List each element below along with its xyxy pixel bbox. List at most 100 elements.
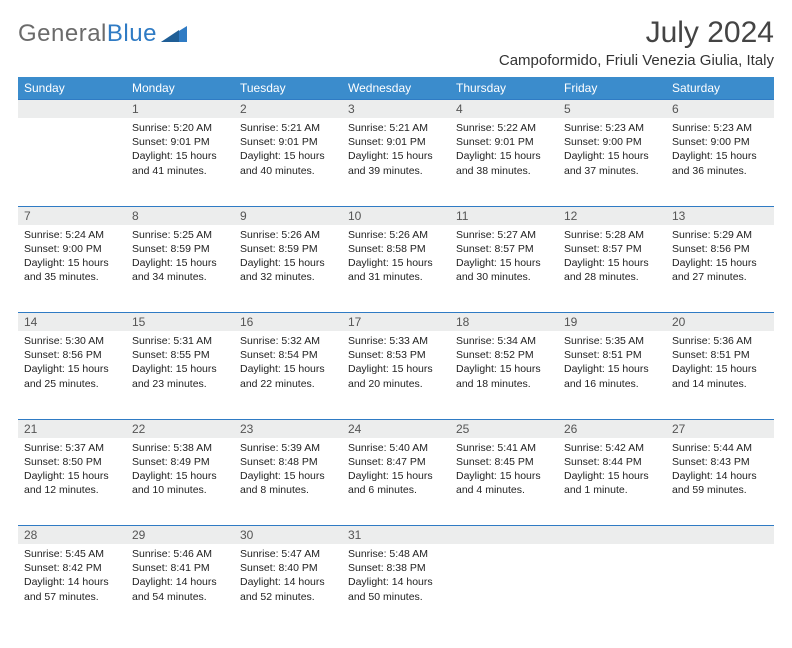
sunset-text: Sunset: 9:01 PM (456, 135, 552, 149)
daylight-text: Daylight: 14 hours and 50 minutes. (348, 575, 444, 603)
daylight-text: Daylight: 15 hours and 27 minutes. (672, 256, 768, 284)
sunset-text: Sunset: 8:56 PM (672, 242, 768, 256)
weekday-header-row: SundayMondayTuesdayWednesdayThursdayFrid… (18, 77, 774, 100)
sunset-text: Sunset: 8:53 PM (348, 348, 444, 362)
day-number-row: 21222324252627 (18, 419, 774, 438)
day-number-cell (558, 526, 666, 545)
day-number-cell: 8 (126, 206, 234, 225)
sunrise-text: Sunrise: 5:30 AM (24, 334, 120, 348)
daylight-text: Daylight: 15 hours and 22 minutes. (240, 362, 336, 390)
weekday-header: Thursday (450, 77, 558, 100)
sunrise-text: Sunrise: 5:41 AM (456, 441, 552, 455)
day-content-cell: Sunrise: 5:36 AMSunset: 8:51 PMDaylight:… (666, 331, 774, 419)
sunset-text: Sunset: 8:48 PM (240, 455, 336, 469)
day-number-cell: 24 (342, 419, 450, 438)
day-content-cell: Sunrise: 5:45 AMSunset: 8:42 PMDaylight:… (18, 544, 126, 632)
location-text: Campoformido, Friuli Venezia Giulia, Ita… (499, 52, 774, 69)
sunset-text: Sunset: 9:00 PM (672, 135, 768, 149)
sunrise-text: Sunrise: 5:34 AM (456, 334, 552, 348)
sunrise-text: Sunrise: 5:46 AM (132, 547, 228, 561)
daylight-text: Daylight: 15 hours and 39 minutes. (348, 149, 444, 177)
day-content-cell: Sunrise: 5:41 AMSunset: 8:45 PMDaylight:… (450, 438, 558, 526)
brand-text-blue: Blue (107, 20, 157, 48)
daylight-text: Daylight: 15 hours and 30 minutes. (456, 256, 552, 284)
day-content-row: Sunrise: 5:45 AMSunset: 8:42 PMDaylight:… (18, 544, 774, 632)
day-content-cell: Sunrise: 5:46 AMSunset: 8:41 PMDaylight:… (126, 544, 234, 632)
sunset-text: Sunset: 9:01 PM (132, 135, 228, 149)
daylight-text: Daylight: 15 hours and 36 minutes. (672, 149, 768, 177)
weekday-header: Monday (126, 77, 234, 100)
day-number-row: 123456 (18, 100, 774, 119)
day-content-cell: Sunrise: 5:22 AMSunset: 9:01 PMDaylight:… (450, 118, 558, 206)
brand-text-gray: General (18, 20, 107, 48)
day-content-cell: Sunrise: 5:31 AMSunset: 8:55 PMDaylight:… (126, 331, 234, 419)
daylight-text: Daylight: 15 hours and 40 minutes. (240, 149, 336, 177)
day-number-row: 14151617181920 (18, 313, 774, 332)
sunrise-text: Sunrise: 5:40 AM (348, 441, 444, 455)
daylight-text: Daylight: 15 hours and 8 minutes. (240, 469, 336, 497)
day-content-cell: Sunrise: 5:40 AMSunset: 8:47 PMDaylight:… (342, 438, 450, 526)
day-content-cell: Sunrise: 5:38 AMSunset: 8:49 PMDaylight:… (126, 438, 234, 526)
day-number-row: 78910111213 (18, 206, 774, 225)
day-number-cell: 13 (666, 206, 774, 225)
sunset-text: Sunset: 8:51 PM (564, 348, 660, 362)
day-number-cell: 7 (18, 206, 126, 225)
day-number-cell: 20 (666, 313, 774, 332)
weekday-header: Tuesday (234, 77, 342, 100)
day-number-cell: 4 (450, 100, 558, 119)
day-content-row: Sunrise: 5:37 AMSunset: 8:50 PMDaylight:… (18, 438, 774, 526)
day-number-cell: 31 (342, 526, 450, 545)
daylight-text: Daylight: 15 hours and 38 minutes. (456, 149, 552, 177)
sunset-text: Sunset: 8:59 PM (240, 242, 336, 256)
sunrise-text: Sunrise: 5:31 AM (132, 334, 228, 348)
day-content-cell: Sunrise: 5:28 AMSunset: 8:57 PMDaylight:… (558, 225, 666, 313)
daylight-text: Daylight: 15 hours and 1 minute. (564, 469, 660, 497)
sunset-text: Sunset: 8:58 PM (348, 242, 444, 256)
daylight-text: Daylight: 15 hours and 14 minutes. (672, 362, 768, 390)
day-number-cell: 26 (558, 419, 666, 438)
day-content-cell: Sunrise: 5:44 AMSunset: 8:43 PMDaylight:… (666, 438, 774, 526)
day-number-cell: 22 (126, 419, 234, 438)
day-number-cell: 15 (126, 313, 234, 332)
sunrise-text: Sunrise: 5:28 AM (564, 228, 660, 242)
sunrise-text: Sunrise: 5:38 AM (132, 441, 228, 455)
day-content-cell: Sunrise: 5:21 AMSunset: 9:01 PMDaylight:… (234, 118, 342, 206)
sunrise-text: Sunrise: 5:47 AM (240, 547, 336, 561)
day-content-cell (666, 544, 774, 632)
sunrise-text: Sunrise: 5:25 AM (132, 228, 228, 242)
sunrise-text: Sunrise: 5:26 AM (240, 228, 336, 242)
sunrise-text: Sunrise: 5:35 AM (564, 334, 660, 348)
daylight-text: Daylight: 15 hours and 12 minutes. (24, 469, 120, 497)
sunrise-text: Sunrise: 5:23 AM (564, 121, 660, 135)
daylight-text: Daylight: 15 hours and 23 minutes. (132, 362, 228, 390)
day-content-cell: Sunrise: 5:21 AMSunset: 9:01 PMDaylight:… (342, 118, 450, 206)
sunset-text: Sunset: 8:40 PM (240, 561, 336, 575)
sunrise-text: Sunrise: 5:42 AM (564, 441, 660, 455)
day-content-cell (450, 544, 558, 632)
day-number-cell: 12 (558, 206, 666, 225)
sunset-text: Sunset: 8:56 PM (24, 348, 120, 362)
day-number-cell: 29 (126, 526, 234, 545)
weekday-header: Wednesday (342, 77, 450, 100)
daylight-text: Daylight: 15 hours and 25 minutes. (24, 362, 120, 390)
day-number-cell: 18 (450, 313, 558, 332)
sunset-text: Sunset: 8:57 PM (564, 242, 660, 256)
brand-logo: GeneralBlue (18, 16, 187, 48)
day-number-cell (666, 526, 774, 545)
sunrise-text: Sunrise: 5:33 AM (348, 334, 444, 348)
sunset-text: Sunset: 8:43 PM (672, 455, 768, 469)
day-number-row: 28293031 (18, 526, 774, 545)
day-number-cell: 17 (342, 313, 450, 332)
sunrise-text: Sunrise: 5:26 AM (348, 228, 444, 242)
day-content-cell (558, 544, 666, 632)
daylight-text: Daylight: 15 hours and 37 minutes. (564, 149, 660, 177)
sunrise-text: Sunrise: 5:24 AM (24, 228, 120, 242)
daylight-text: Daylight: 15 hours and 18 minutes. (456, 362, 552, 390)
day-number-cell (18, 100, 126, 119)
brand-triangle-icon (161, 22, 187, 47)
day-number-cell: 28 (18, 526, 126, 545)
sunrise-text: Sunrise: 5:37 AM (24, 441, 120, 455)
day-content-cell: Sunrise: 5:26 AMSunset: 8:59 PMDaylight:… (234, 225, 342, 313)
day-content-cell: Sunrise: 5:37 AMSunset: 8:50 PMDaylight:… (18, 438, 126, 526)
daylight-text: Daylight: 15 hours and 6 minutes. (348, 469, 444, 497)
